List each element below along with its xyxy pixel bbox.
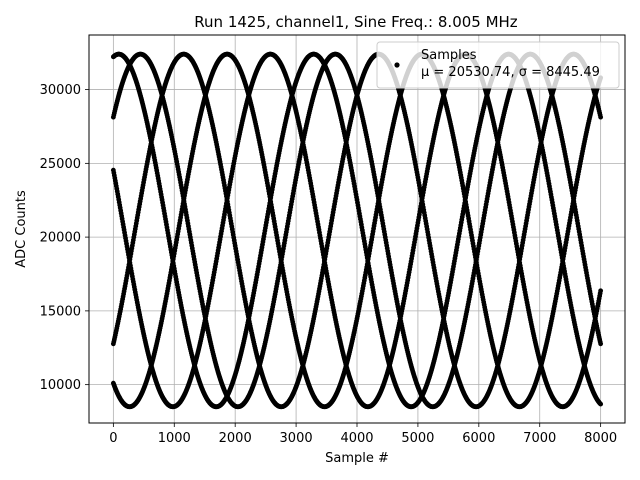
data-point [598, 114, 604, 120]
data-point [598, 401, 604, 407]
chart-title: Run 1425, channel1, Sine Freq.: 8.005 MH… [194, 13, 518, 31]
data-point [598, 288, 604, 294]
